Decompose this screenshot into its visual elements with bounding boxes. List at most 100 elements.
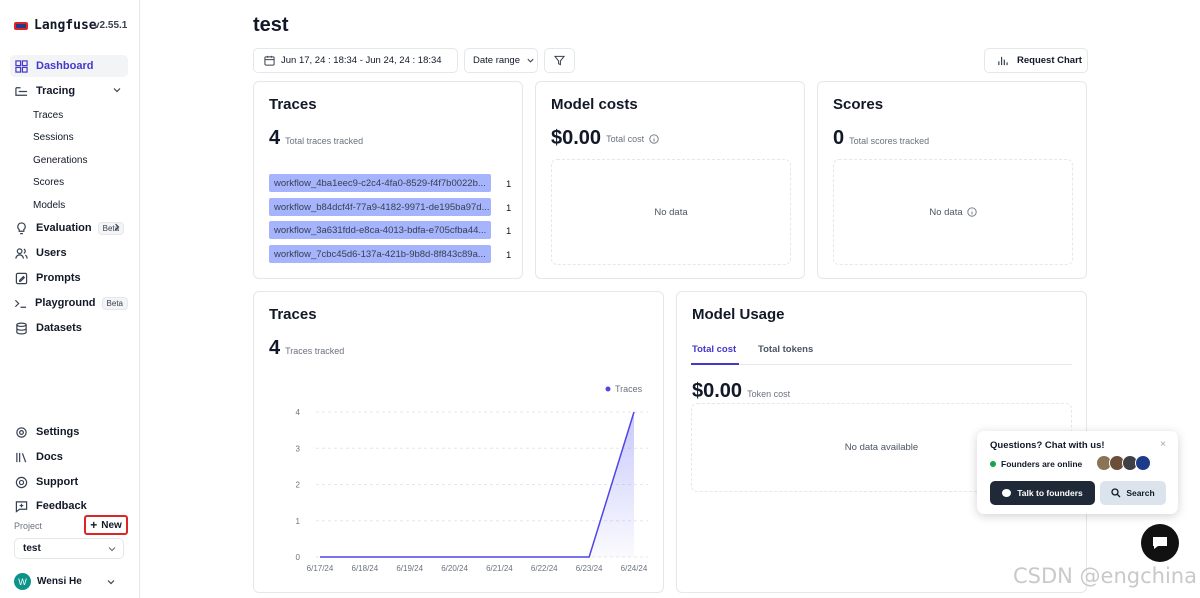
- sidebar-item-label: Dashboard: [36, 60, 94, 72]
- chat-icon: [1153, 537, 1167, 549]
- tab-divider: [691, 364, 1072, 365]
- sidebar-sub-sessions[interactable]: Sessions: [33, 132, 74, 143]
- user-menu[interactable]: W Wensi He: [14, 573, 82, 590]
- chevron-down-icon: [527, 58, 534, 63]
- page-title: test: [253, 14, 289, 36]
- cost-amount: $0.00: [551, 127, 602, 149]
- chat-bubble-icon: [1002, 489, 1012, 497]
- project-select[interactable]: test: [14, 538, 124, 559]
- chevron-down-icon[interactable]: [106, 577, 116, 587]
- date-select-label: Date range: [473, 55, 521, 66]
- scores-total: 0 Total scores tracked: [833, 127, 929, 150]
- trace-count: 1: [506, 203, 512, 214]
- project-value: test: [23, 543, 41, 554]
- sidebar-item-feedback[interactable]: Feedback: [10, 495, 128, 517]
- sidebar-item-label: Support: [36, 476, 79, 488]
- series-line: [320, 411, 635, 558]
- sidebar-sub-traces[interactable]: Traces: [33, 110, 64, 121]
- founder-avatars: [1096, 455, 1151, 471]
- sidebar-item-settings[interactable]: Settings: [10, 421, 128, 443]
- sidebar-item-datasets[interactable]: Datasets: [10, 317, 128, 339]
- sidebar-item-support[interactable]: Support: [10, 471, 128, 493]
- sidebar-item-tracing[interactable]: Tracing: [10, 80, 128, 102]
- talk-label: Talk to founders: [1017, 488, 1083, 498]
- request-chart-label: Request Chart: [1017, 55, 1082, 66]
- traces-total: 4 Total traces tracked: [269, 127, 363, 150]
- card-title: Model Usage: [692, 306, 785, 323]
- filter-button[interactable]: [544, 48, 575, 73]
- request-chart-button[interactable]: Request Chart: [984, 48, 1088, 73]
- y-tick-label: 4: [296, 408, 301, 417]
- traces-chart-count: 4: [269, 337, 281, 359]
- usage-sub: Token cost: [747, 389, 791, 399]
- chat-online-text: Founders are online: [1001, 459, 1083, 469]
- sidebar-item-dashboard[interactable]: Dashboard: [10, 55, 128, 77]
- dashboard-icon: [14, 59, 28, 73]
- sidebar-item-label: Tracing: [36, 85, 76, 97]
- date-range-select[interactable]: Date range: [464, 48, 538, 73]
- traces-area-chart: 0 1 2 3 4 6/17/24 6/18/24 6/19/24 6/20/24 6/21/2…: [296, 384, 648, 573]
- traces-chart-sub: Traces tracked: [285, 346, 345, 356]
- app-name: Langfuse: [34, 18, 97, 33]
- traces-sub: Total traces tracked: [285, 136, 364, 146]
- chat-launcher-button[interactable]: [1141, 524, 1179, 562]
- bar-chart-icon: [998, 56, 1008, 66]
- sidebar-sub-generations[interactable]: Generations: [33, 155, 88, 166]
- card-title: Model costs: [551, 96, 638, 113]
- x-tick-label: 6/19/24: [396, 564, 423, 573]
- usage-total: $0.00 Token cost: [692, 380, 790, 403]
- brand[interactable]: Langfuse: [14, 18, 97, 33]
- no-data-text: No data available: [844, 442, 919, 453]
- sidebar-item-playground[interactable]: Playground Beta: [10, 292, 128, 314]
- date-range-picker[interactable]: Jun 17, 24 : 18:34 - Jun 24, 24 : 18:34: [253, 48, 458, 73]
- database-icon: [14, 321, 28, 335]
- trace-bar[interactable]: workflow_7cbc45d6-137a-421b-9b8d-8f843c8…: [269, 245, 491, 263]
- chat-search-button[interactable]: Search: [1100, 481, 1166, 505]
- trace-bar[interactable]: workflow_4ba1eec9-c2c4-4fa0-8529-f4f7b00…: [269, 174, 491, 192]
- talk-to-founders-button[interactable]: Talk to founders: [990, 481, 1095, 505]
- trace-bar[interactable]: workflow_b84dcf4f-77a9-4182-9971-de195ba…: [269, 198, 491, 216]
- no-data-text: No data: [929, 206, 963, 218]
- sidebar-item-prompts[interactable]: Prompts: [10, 267, 128, 289]
- beta-badge: Beta: [97, 221, 125, 235]
- sidebar-item-label: Prompts: [36, 272, 81, 284]
- scores-sub: Total scores tracked: [849, 136, 930, 146]
- file-edit-icon: [14, 271, 28, 285]
- y-tick-label: 3: [296, 444, 301, 453]
- trace-count: 1: [506, 226, 512, 237]
- x-tick-label: 6/17/24: [307, 564, 334, 573]
- sidebar-item-label: Playground: [35, 297, 96, 309]
- traces-chart-total: 4 Traces tracked: [269, 337, 344, 360]
- y-tick-label: 0: [296, 553, 301, 562]
- x-tick-label: 6/21/24: [486, 564, 513, 573]
- trace-bar[interactable]: workflow_3a631fdd-e8ca-4013-bdfa-e705cfb…: [269, 221, 491, 239]
- costs-total: $0.00 Total cost: [551, 127, 659, 150]
- traces-card: Traces 4 Total traces tracked workflow_4b…: [253, 81, 523, 279]
- info-icon[interactable]: [966, 207, 977, 217]
- tab-total-tokens[interactable]: Total tokens: [758, 344, 814, 355]
- new-project-button[interactable]: + New: [84, 515, 128, 535]
- no-data-text: No data: [654, 206, 688, 218]
- sidebar-item-docs[interactable]: Docs: [10, 446, 128, 468]
- card-title: Traces: [269, 96, 317, 113]
- info-icon[interactable]: [649, 133, 659, 144]
- tab-total-cost[interactable]: Total cost: [692, 344, 737, 355]
- model-costs-card: Model costs $0.00 Total cost No data: [535, 81, 805, 279]
- sidebar-item-evaluation[interactable]: Evaluation Beta: [10, 217, 128, 239]
- traces-chart-card: Traces 4 Traces tracked 0 1 2 3 4 6/17/24 6/18…: [253, 291, 664, 593]
- message-plus-icon: [14, 499, 28, 513]
- close-icon[interactable]: ×: [1160, 439, 1166, 450]
- trace-count: 1: [506, 179, 512, 190]
- search-label: Search: [1126, 488, 1155, 498]
- calendar-icon: [264, 55, 275, 66]
- chevron-down-icon: [108, 547, 116, 552]
- sidebar-sub-scores[interactable]: Scores: [33, 177, 65, 188]
- chat-online-status: Founders are online: [990, 459, 1082, 469]
- sidebar-item-users[interactable]: Users: [10, 242, 128, 264]
- x-tick-label: 6/20/24: [441, 564, 468, 573]
- no-data-box: No data: [833, 159, 1073, 265]
- sidebar-item-label: Datasets: [36, 322, 82, 334]
- online-dot-icon: [990, 461, 996, 467]
- sidebar-sub-models[interactable]: Models: [33, 200, 66, 211]
- series-area: [320, 412, 634, 557]
